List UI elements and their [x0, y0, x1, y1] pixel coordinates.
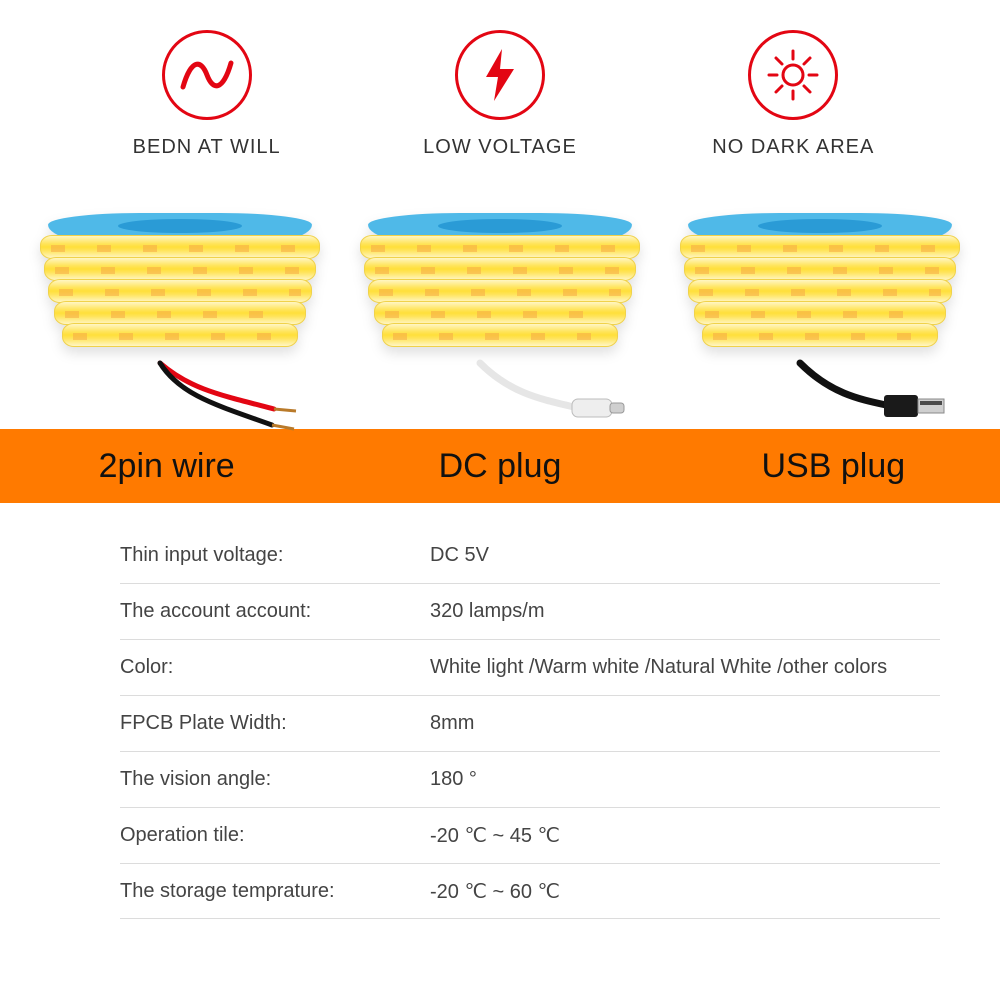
table-row: Thin input voltage: DC 5V [120, 527, 940, 583]
feature-low-voltage: LOW VOLTAGE [360, 30, 640, 159]
header-cell-usb: USB plug [667, 447, 1000, 486]
spec-value: 180 ° [430, 768, 940, 791]
feature-label: BEDN AT WILL [133, 136, 281, 159]
header-cell-2pin: 2pin wire [0, 447, 333, 486]
bolt-icon [455, 30, 545, 120]
connector-header: 2pin wire DC plug USB plug [0, 429, 1000, 503]
spec-label: The vision angle: [120, 768, 430, 791]
table-row: FPCB Plate Width: 8mm [120, 695, 940, 751]
feature-label: LOW VOLTAGE [423, 136, 577, 159]
table-row: Color: White light /Warm white /Natural … [120, 639, 940, 695]
spec-label: Thin input voltage: [120, 544, 430, 567]
table-row: The vision angle: 180 ° [120, 751, 940, 807]
feature-bend: BEDN AT WILL [67, 30, 347, 159]
spec-label: Operation tile: [120, 824, 430, 847]
led-coil [40, 213, 320, 363]
wave-icon [162, 30, 252, 120]
feature-no-dark: NO DARK AREA [653, 30, 933, 159]
spec-value: DC 5V [430, 544, 940, 567]
table-row: Operation tile: -20 ℃ ~ 45 ℃ [120, 807, 940, 863]
spec-label: The account account: [120, 600, 430, 623]
spec-label: Color: [120, 656, 430, 679]
products-row [0, 169, 1000, 429]
feature-label: NO DARK AREA [712, 136, 874, 159]
header-cell-dc: DC plug [333, 447, 666, 486]
spec-label: FPCB Plate Width: [120, 712, 430, 735]
spec-value: 320 lamps/m [430, 600, 940, 623]
dc-barrel-icon [360, 359, 640, 429]
sun-icon [748, 30, 838, 120]
spec-label: The storage temprature: [120, 880, 430, 903]
led-coil [680, 213, 960, 363]
features-row: BEDN AT WILL LOW VOLTAGE [0, 0, 1000, 169]
spec-value: White light /Warm white /Natural White /… [430, 656, 940, 679]
product-dc [350, 213, 650, 429]
spec-value: 8mm [430, 712, 940, 735]
led-coil [360, 213, 640, 363]
table-row: The storage temprature: -20 ℃ ~ 60 ℃ [120, 863, 940, 919]
product-usb [670, 213, 970, 429]
infographic-root: BEDN AT WILL LOW VOLTAGE [0, 0, 1000, 1000]
usb-a-icon [680, 359, 960, 429]
spec-value: -20 ℃ ~ 60 ℃ [430, 879, 940, 904]
spec-value: -20 ℃ ~ 45 ℃ [430, 823, 940, 848]
bare-wire-icon [40, 359, 320, 429]
product-2pin [30, 213, 330, 429]
table-row: The account account: 320 lamps/m [120, 583, 940, 639]
spec-table: Thin input voltage: DC 5V The account ac… [0, 503, 1000, 919]
